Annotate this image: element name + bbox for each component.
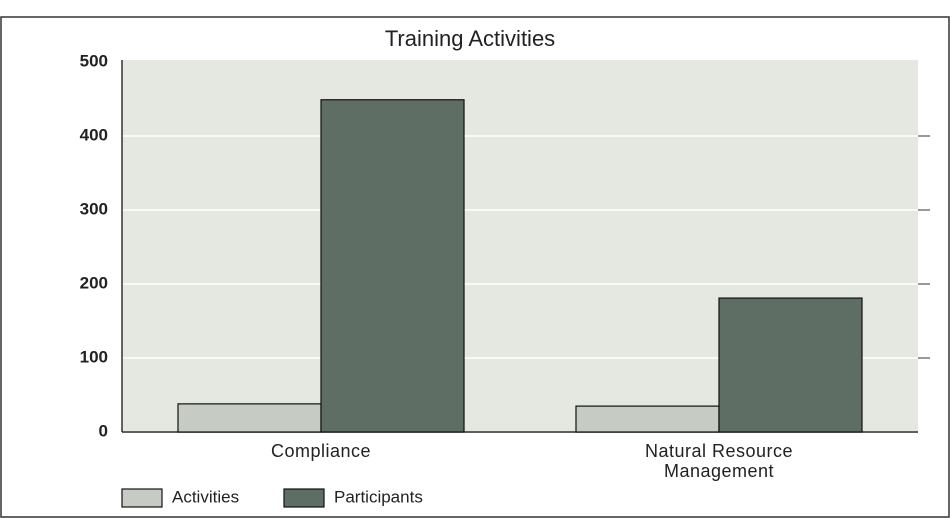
bar <box>177 403 322 433</box>
legend-swatch <box>121 488 163 508</box>
y-tick-label: 100 <box>80 347 108 366</box>
y-tick-label: 400 <box>80 125 108 144</box>
legend-swatch <box>283 488 325 508</box>
bar <box>718 297 863 433</box>
chart-title: Training Activities <box>385 26 555 51</box>
bar <box>320 99 465 433</box>
x-tick-label: Natural Resource Management <box>644 441 794 481</box>
legend-label: Activities <box>172 487 239 506</box>
y-tick-label: 200 <box>80 273 108 292</box>
bar <box>575 405 720 433</box>
y-tick-label: 300 <box>80 199 108 218</box>
x-tick-label: Compliance <box>270 441 372 461</box>
legend-label: Participants <box>334 487 423 506</box>
y-tick-label: 0 <box>99 421 108 440</box>
y-tick-label: 500 <box>80 51 108 70</box>
